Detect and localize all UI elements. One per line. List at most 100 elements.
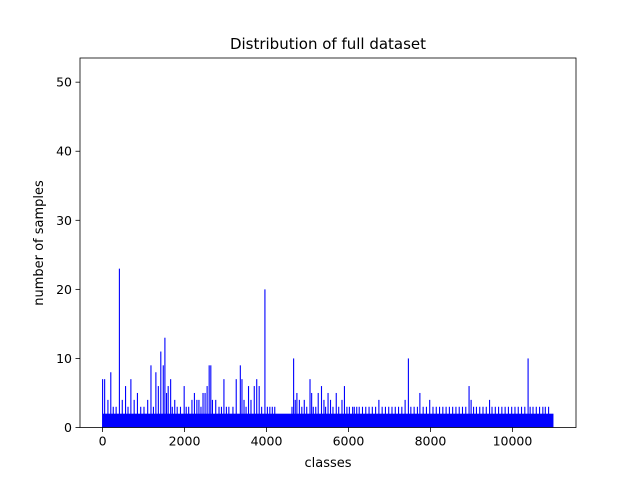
bar [329,399,332,428]
bar [368,406,370,428]
bar [303,399,305,428]
bar [548,406,550,428]
bar [323,399,325,428]
bar [401,406,403,428]
bar [256,379,258,428]
bar [165,392,168,428]
bar [371,406,373,428]
bar [435,406,437,428]
bar [110,372,112,428]
bar [245,406,247,428]
bar [470,399,472,428]
bar [176,406,178,428]
bar [517,406,519,428]
bar [202,392,204,428]
bar [225,406,227,428]
bar [494,406,496,428]
bar [445,406,447,428]
bar [183,386,185,428]
bar [235,379,237,428]
bar [419,392,421,428]
bar [266,406,268,428]
bar [375,406,377,428]
bar [167,386,169,428]
bar [458,406,460,428]
bar [204,392,206,428]
bar [143,406,145,428]
bar [422,406,424,428]
bar [133,399,135,428]
bar [524,406,526,428]
bar [425,406,427,428]
bar [228,406,230,428]
bar [394,406,396,428]
plot-frame [79,57,577,428]
bar [501,406,503,428]
bar [378,399,380,428]
bar [473,406,475,428]
bar [118,268,120,428]
bar [152,406,154,428]
bar [338,406,340,428]
bar [174,399,176,428]
bar [381,406,383,428]
bar [327,392,329,428]
bar [356,406,358,428]
bar [410,406,412,428]
bar [407,358,409,428]
bar [241,379,243,428]
bar [365,406,367,428]
bar [542,406,544,428]
bar [140,406,142,428]
y-tick-label: 40 [56,144,72,159]
x-axis: 0 2000 4000 6000 8000 10000 [99,427,533,449]
bar [404,399,406,428]
bar [127,406,129,428]
bar [196,399,198,428]
bar [479,406,481,428]
bar [232,406,234,428]
bar [121,399,123,428]
bar [544,406,546,428]
x-tick-label: 4000 [251,434,283,449]
bar [208,365,210,428]
bar [198,399,200,428]
bar [514,406,516,428]
bar [157,386,159,428]
bar [511,406,513,428]
bar [320,386,323,428]
bar [298,399,300,428]
y-axis-label: number of samples [32,180,47,306]
x-tick-label: 8000 [415,434,447,449]
bar [253,386,255,428]
bar [215,399,217,428]
bar [147,399,149,428]
bar [346,406,348,428]
bar [200,406,202,428]
chart-title: Distribution of full dataset [230,35,426,53]
bar [264,289,266,428]
x-tick-label: 2000 [169,434,201,449]
bar [220,406,223,428]
bar [335,392,337,428]
bar [343,386,345,428]
bar [115,406,117,428]
bar [532,406,534,428]
bar [438,406,441,428]
bar [384,406,386,428]
bar [539,406,541,428]
y-tick-label: 50 [56,75,72,90]
y-tick-label: 30 [56,213,72,228]
bar [301,406,303,428]
bar [294,399,296,428]
x-tick-label: 10000 [493,434,533,449]
bar [243,399,245,428]
bar [107,399,109,428]
bar [465,406,467,428]
bar [352,406,354,428]
bar [498,406,500,428]
bar [130,379,132,428]
bar [239,365,241,428]
bar [461,406,464,428]
